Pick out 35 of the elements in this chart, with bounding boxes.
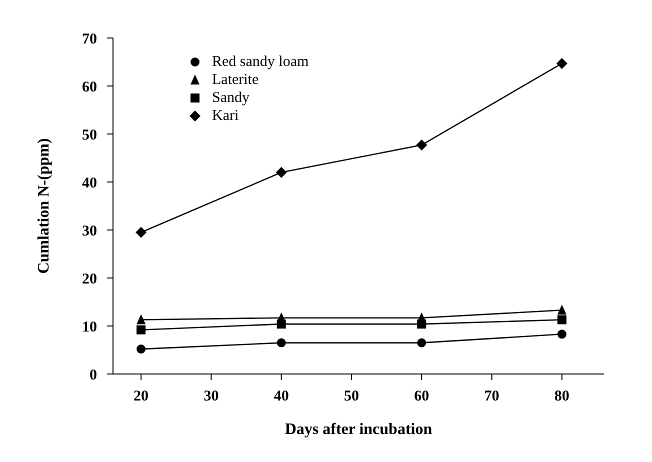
legend-label: Laterite — [212, 71, 259, 89]
y-tick-label: 50 — [82, 127, 97, 144]
legend-label: Sandy — [212, 89, 250, 107]
point — [136, 325, 146, 334]
y-tick-label: 40 — [82, 175, 97, 192]
x-tick-label: 60 — [414, 388, 430, 405]
point — [557, 330, 566, 339]
x-tick-label: 70 — [484, 388, 500, 405]
x-tick-label: 50 — [344, 388, 359, 405]
point — [417, 320, 426, 329]
point — [556, 58, 568, 69]
point — [276, 320, 286, 329]
x-tick-label: 20 — [134, 388, 149, 405]
x-axis-title: Days after incubation — [284, 421, 432, 438]
point — [276, 338, 286, 348]
point — [417, 338, 426, 348]
legend-label: Kari — [212, 107, 239, 125]
y-axis-title: Cumlation N-(ppm) — [36, 138, 53, 274]
y-tick-label: 60 — [82, 79, 97, 96]
y-tick-label: 30 — [82, 223, 97, 240]
x-tick-label: 40 — [274, 388, 289, 405]
legend-label: Red sandy loam — [212, 53, 309, 71]
point — [416, 140, 428, 151]
y-tick-label: 70 — [82, 31, 97, 48]
point — [136, 226, 147, 238]
point — [136, 314, 146, 324]
y-tick-label: 20 — [82, 271, 97, 288]
point — [276, 166, 287, 178]
y-tick-label: 10 — [82, 319, 97, 336]
point — [557, 304, 566, 315]
point — [557, 315, 566, 324]
y-tick-label: 0 — [90, 367, 97, 384]
point — [136, 344, 146, 354]
x-tick-label: 30 — [204, 388, 219, 405]
x-tick-label: 80 — [554, 388, 570, 405]
